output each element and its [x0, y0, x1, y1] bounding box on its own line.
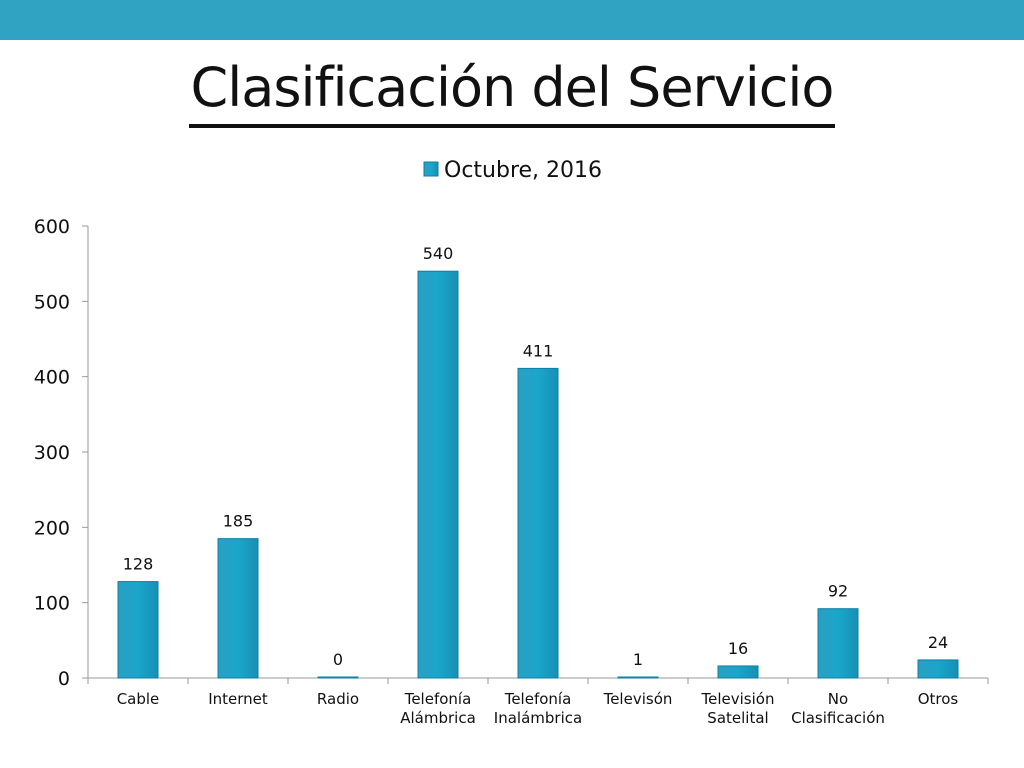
top-band: [0, 0, 1024, 40]
y-tick-label: 600: [34, 216, 70, 238]
x-tick-label: No: [828, 690, 848, 708]
y-tick-label: 400: [34, 367, 70, 389]
legend-swatch: [423, 161, 439, 177]
slide-title-text: Clasificación del Servicio: [188, 52, 836, 128]
y-tick-label: 0: [58, 668, 70, 690]
legend: Octubre, 2016: [423, 158, 602, 183]
data-label: 16: [728, 639, 748, 658]
x-tick-label: Internet: [208, 690, 268, 708]
data-label: 92: [828, 582, 848, 601]
chart-bars: 128 185 0 540 411 1 16 92 24: [117, 244, 959, 679]
y-tick-label: 500: [34, 291, 70, 313]
data-label: 1: [633, 650, 643, 669]
bar: [717, 665, 759, 679]
x-tick-label: Televisón: [603, 690, 673, 708]
legend-label: Octubre, 2016: [444, 158, 602, 183]
data-label: 411: [523, 341, 554, 360]
data-label: 24: [928, 633, 948, 652]
x-tick-label: Satelital: [707, 709, 768, 727]
bar: [817, 608, 859, 679]
x-tick-label: Telefonía: [404, 690, 472, 708]
bar: [117, 581, 159, 679]
x-tick-label: Otros: [918, 690, 959, 708]
y-tick-label: 200: [34, 517, 70, 539]
x-tick-label: Radio: [317, 690, 359, 708]
bar: [417, 270, 459, 679]
bar: [617, 676, 659, 679]
y-tick-label: 300: [34, 442, 70, 464]
x-tick-label: Inalámbrica: [494, 709, 582, 727]
x-tick-label: Televisión: [701, 690, 775, 708]
y-tick-label: 100: [34, 593, 70, 615]
bar: [917, 659, 959, 679]
x-tick-label: Telefonía: [504, 690, 572, 708]
bar: [517, 367, 559, 679]
bar: [317, 676, 359, 679]
x-tick-label: Cable: [117, 690, 160, 708]
data-label: 128: [123, 555, 154, 574]
data-label: 0: [333, 650, 343, 669]
slide-title: Clasificación del Servicio: [0, 50, 1024, 128]
chart-axes: 0 100 200 300 400 500 600 Cable Internet Radio Tel…: [34, 216, 989, 727]
data-label: 540: [423, 244, 454, 263]
x-tick-label: Clasificación: [791, 709, 885, 727]
x-tick-label: Alámbrica: [400, 709, 476, 727]
bar: [217, 538, 259, 679]
data-label: 185: [223, 512, 254, 531]
